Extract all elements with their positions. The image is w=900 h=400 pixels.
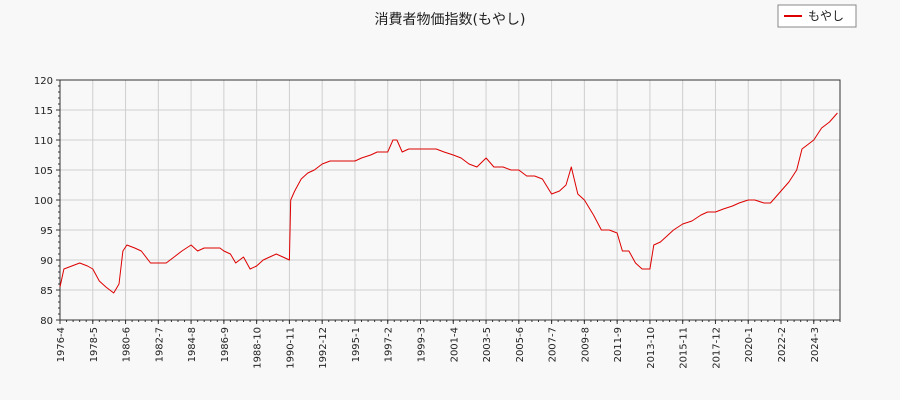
y-axis: 80 85 90 95 100 105 110 115 120 bbox=[34, 76, 60, 327]
legend-box bbox=[777, 4, 857, 28]
x-tick-label: 2022-2 bbox=[777, 327, 788, 362]
series-group bbox=[59, 112, 838, 294]
x-tick-label: 2009-8 bbox=[580, 327, 591, 362]
x-tick-label: 1982-7 bbox=[154, 327, 165, 362]
y-tick-label: 80 bbox=[40, 316, 53, 327]
x-tick-label: 1995-1 bbox=[351, 327, 362, 362]
legend: もやし bbox=[777, 4, 857, 28]
x-tick-label: 2015-11 bbox=[679, 327, 690, 369]
y-tick-label: 85 bbox=[40, 286, 53, 297]
x-tick-label: 2003-5 bbox=[482, 327, 493, 362]
x-tick-label: 2005-6 bbox=[515, 327, 526, 362]
chart-title: 消費者物価指数(もやし) bbox=[375, 12, 526, 28]
x-tick-label: 2007-7 bbox=[548, 327, 559, 362]
x-tick-label: 2011-9 bbox=[613, 327, 624, 362]
x-tick-label: 1992-12 bbox=[318, 327, 329, 369]
y-tick-label: 90 bbox=[40, 256, 53, 267]
grid-lines bbox=[59, 79, 840, 321]
y-tick-label: 100 bbox=[34, 196, 53, 207]
x-tick-label: 2017-12 bbox=[711, 327, 722, 369]
x-tick-label: 1999-3 bbox=[417, 327, 428, 362]
x-tick-label: 1990-11 bbox=[285, 327, 296, 369]
x-tick-label: 1976-4 bbox=[56, 327, 67, 362]
x-tick-label: 1978-5 bbox=[89, 327, 100, 362]
y-tick-label: 95 bbox=[40, 226, 53, 237]
legend-label: もやし bbox=[808, 9, 844, 23]
y-tick-label: 120 bbox=[34, 76, 53, 87]
x-tick-label: 2020-1 bbox=[744, 327, 755, 362]
x-tick-label: 2001-4 bbox=[449, 327, 460, 362]
x-tick-label: 1997-2 bbox=[384, 327, 395, 362]
x-tick-label: 2013-10 bbox=[646, 327, 657, 369]
x-tick-label: 1988-10 bbox=[253, 327, 264, 369]
y-tick-label: 110 bbox=[34, 136, 53, 147]
y-tick-label: 115 bbox=[34, 106, 53, 117]
series-line bbox=[59, 112, 838, 294]
x-tick-label: 1984-8 bbox=[187, 327, 198, 362]
x-tick-label: 1980-6 bbox=[122, 327, 133, 362]
y-tick-label: 105 bbox=[34, 166, 53, 177]
x-tick-label: 1986-9 bbox=[220, 327, 231, 362]
x-axis: 1976-4 1978-5 1980-6 1982-7 1984-8 1986-9 1988… bbox=[56, 320, 841, 369]
x-tick-label: 2024-3 bbox=[810, 327, 821, 362]
